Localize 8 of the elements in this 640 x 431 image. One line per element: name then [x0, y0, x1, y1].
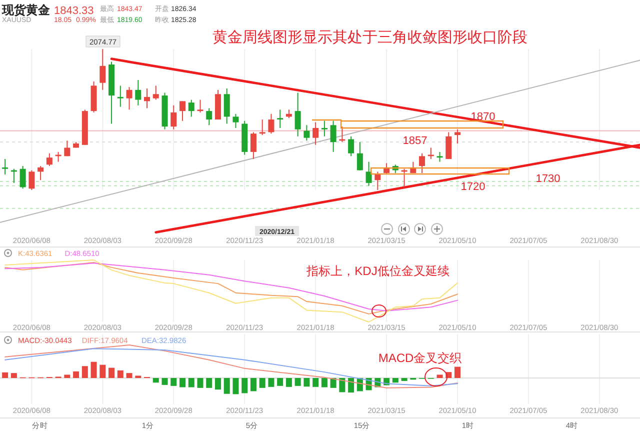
chart-title: 黄金周线图形显示其处于三角收敛图形收口阶段 [212, 29, 528, 46]
annotation: MACD金叉交织 [378, 351, 462, 365]
annotation: 1720 [460, 181, 486, 193]
annotation: 指标上，KDJ低位金叉延续 [306, 264, 450, 278]
text: 1843.33 [54, 5, 94, 17]
annotation: 1730 [536, 173, 560, 185]
annotation: 1870 [470, 111, 496, 123]
annotation: 1857 [402, 135, 428, 147]
